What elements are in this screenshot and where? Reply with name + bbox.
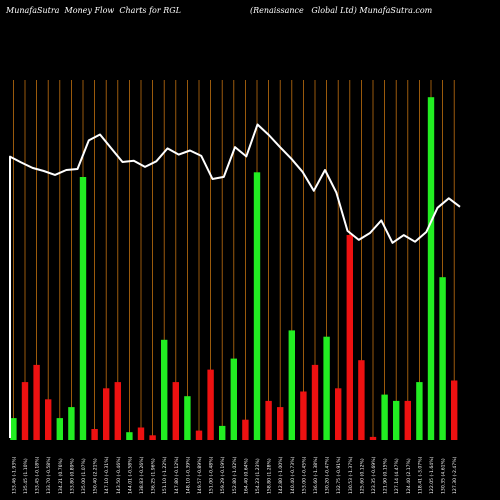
x-tick-label: 123.35 (-0.69%) (371, 456, 377, 494)
x-tick-label: 133.70 (-0.58%) (46, 456, 52, 494)
volume-bar (427, 97, 435, 440)
volume-bar (56, 418, 63, 440)
volume-bar (33, 364, 40, 440)
volume-bar (300, 391, 307, 440)
x-tick-label: 144.01 (-0.58%) (127, 456, 133, 494)
x-tick-label: 147.80 (-0.12%) (174, 456, 180, 494)
volume-bar (79, 177, 87, 440)
x-tick-label: 127.30 (-2.47%) (452, 456, 458, 494)
x-tick-label: 127.14 (4.47%) (394, 458, 400, 494)
volume-bar (358, 360, 365, 440)
volume-bar (311, 364, 319, 440)
volume-bar (451, 380, 458, 440)
volume-bar (161, 339, 168, 440)
x-tick-label: 118.41 (-3.07%) (417, 456, 423, 494)
x-tick-label: 152.80 (-1.02%) (232, 456, 238, 494)
x-tick-label: 154.23 (1.23%) (255, 458, 261, 494)
x-tick-label: 133.80 (0.89%) (69, 458, 75, 494)
x-tick-label: 135.45 (1.10%) (23, 458, 29, 494)
x-tick-label: 124.40 (2.17%) (406, 458, 412, 494)
volume-bar (103, 388, 110, 440)
volume-bar (288, 330, 295, 440)
x-tick-label: 132.75 (-0.91%) (336, 456, 342, 494)
volume-bar (68, 407, 75, 440)
volume-bar (277, 407, 284, 440)
x-tick-label: 130.20 (-0.47%) (325, 456, 331, 494)
volume-bar (126, 432, 133, 440)
x-tick-label: 149.57 (-0.89%) (197, 456, 203, 494)
x-tick-label: 133.45 (-0.18%) (35, 456, 41, 494)
x-tick-label: 150.40 (2.21%) (93, 458, 99, 494)
x-tick-label: 151.10 (-1.22%) (162, 456, 168, 494)
price-line-layer (9, 123, 461, 438)
volume-bar (439, 277, 446, 440)
x-tick-label: 135.00 (1.07%) (81, 458, 87, 494)
x-tick-label: 143.50 (-0.46%) (116, 456, 122, 494)
volume-bar (393, 400, 400, 440)
x-tick-label: 140.40 (-0.73%) (290, 456, 296, 494)
chart-header-left: MunafaSutra Money Flow Charts for RGL (6, 6, 181, 15)
x-tick-label: 130.53 (-1.37%) (348, 456, 354, 494)
x-tick-label: 136.25 (1.96%) (151, 458, 157, 494)
volume-bar (416, 382, 423, 440)
x-tick-label: 136.60 (-1.38%) (313, 456, 319, 494)
volume-bar (114, 382, 121, 440)
volume-bar (346, 235, 353, 440)
volume-bar (242, 419, 249, 440)
x-tick-label: 164.40 (0.64%) (243, 458, 249, 494)
x-tick-label: 147.10 (-0.31%) (104, 456, 110, 494)
x-tick-label: 134.21 (0.76%) (58, 458, 64, 494)
x-tick-label: 138.83 (-0.26%) (139, 456, 145, 494)
volume-bar (149, 435, 156, 440)
chart-header-right: (Renaissance Global Ltd) MunafaSutra.com (250, 6, 433, 15)
volume-bar (253, 172, 261, 441)
x-tick-label: 148.10 (-0.39%) (185, 456, 191, 494)
x-tick-label: 125.60 (0.12%) (359, 458, 365, 494)
volume-bar (265, 400, 272, 440)
volume-bar (184, 396, 191, 440)
volume-bar (381, 394, 388, 440)
volume-bar (10, 418, 17, 440)
grid-layer (12, 80, 455, 440)
volume-bar (230, 358, 237, 440)
volume-bar (172, 382, 179, 440)
volume-bar (137, 427, 145, 440)
volume-bar (91, 429, 98, 440)
volume-bar (219, 425, 226, 440)
x-tick-label: 151.00 (-0.48%) (209, 456, 215, 494)
x-tick-label: 130.35 (4.61%) (441, 458, 447, 494)
volume-bar (21, 382, 29, 440)
volume-bar (369, 436, 377, 440)
volume-bar (45, 399, 52, 440)
x-tick-label: 158.80 (1.28%) (267, 458, 273, 494)
x-tick-label: 122.05 (-1.64%) (429, 456, 435, 494)
volume-bar (404, 400, 411, 440)
x-tick-label: 159.29 (-0.19%) (220, 456, 226, 494)
volume-bar (195, 430, 203, 440)
volume-bar (335, 388, 342, 440)
x-tick-labels: 133.46 (-1.93%) 135.45 (1.10%) 133.45 (-0.… (11, 456, 458, 494)
volume-bar (323, 336, 330, 440)
price-line (9, 123, 461, 438)
x-tick-label: 142.80 (-1.00%) (278, 456, 284, 494)
x-tick-label: 121.90 (0.15%) (383, 458, 389, 494)
volume-bar (207, 369, 214, 440)
x-tick-label: 133.46 (-1.93%) (11, 456, 17, 494)
x-tick-label: 153.00 (-0.45%) (301, 456, 307, 494)
volume-bars (10, 97, 458, 441)
